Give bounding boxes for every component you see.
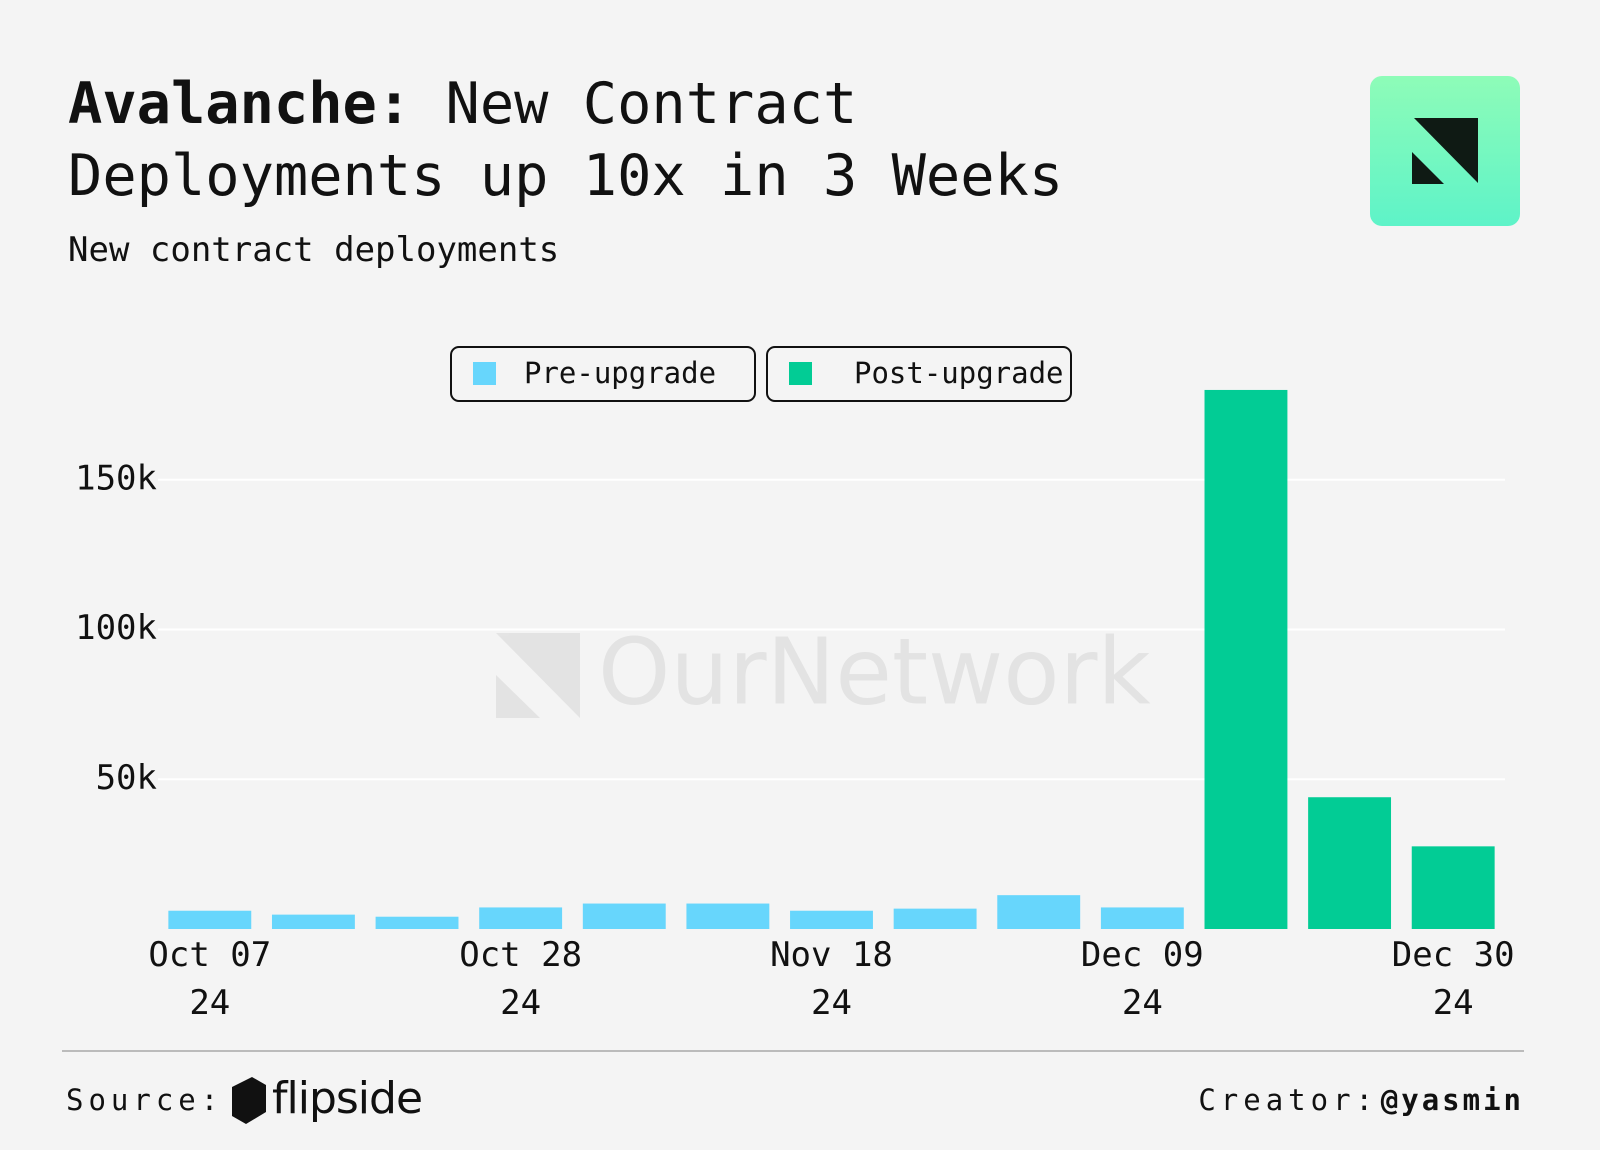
legend-box: [450, 346, 756, 402]
legend-label: Post-upgrade: [854, 356, 1064, 390]
bar: [1308, 797, 1392, 929]
flipside-icon: [232, 1077, 266, 1124]
bar: [893, 908, 977, 929]
legend-swatch: [473, 362, 496, 385]
bar: [479, 907, 563, 929]
title-text: New Contract Deployments up 10x in 3 Wee…: [68, 71, 1064, 209]
bar: [168, 910, 252, 929]
bar: [997, 895, 1081, 929]
bar: [271, 914, 355, 929]
watermark: OurNetwork: [496, 618, 1151, 725]
chart-title: Avalanche: New Contract Deployments up 1…: [68, 68, 1188, 212]
x-tick-label: Oct 28 24: [459, 935, 583, 1023]
logo-mark: [1414, 118, 1478, 183]
bar: [582, 903, 666, 929]
creator-label: Creator:: [1198, 1083, 1378, 1117]
x-tick-label: Oct 07 24: [148, 935, 272, 1023]
legend-box: [766, 346, 1072, 402]
source: flipside: [272, 1073, 423, 1124]
watermark-text: OurNetwork: [598, 618, 1151, 725]
bar: [375, 916, 459, 929]
source-label: Source:: [66, 1083, 224, 1117]
bar: [1411, 846, 1495, 929]
bar: [686, 903, 770, 929]
x-tick-label: Dec 09 24: [1080, 935, 1204, 1023]
creator: @yasmin: [1380, 1083, 1524, 1117]
title-lead: Avalanche:: [68, 71, 412, 137]
y-tick-label: 50k: [96, 758, 157, 798]
bar: [790, 910, 873, 929]
bar: [1100, 907, 1184, 929]
legend-label: Pre-upgrade: [524, 356, 716, 390]
x-tick-label: Dec 30 24: [1391, 935, 1515, 1023]
y-tick-label: 100k: [75, 608, 157, 648]
x-tick-label: Nov 18 24: [770, 935, 893, 1023]
subtitle: New contract deployments: [68, 230, 560, 270]
y-tick-label: 150k: [75, 458, 157, 498]
bar: [1204, 389, 1288, 929]
legend-swatch: [789, 362, 812, 385]
logo: [1370, 76, 1520, 226]
logo-mark: [1412, 152, 1444, 184]
